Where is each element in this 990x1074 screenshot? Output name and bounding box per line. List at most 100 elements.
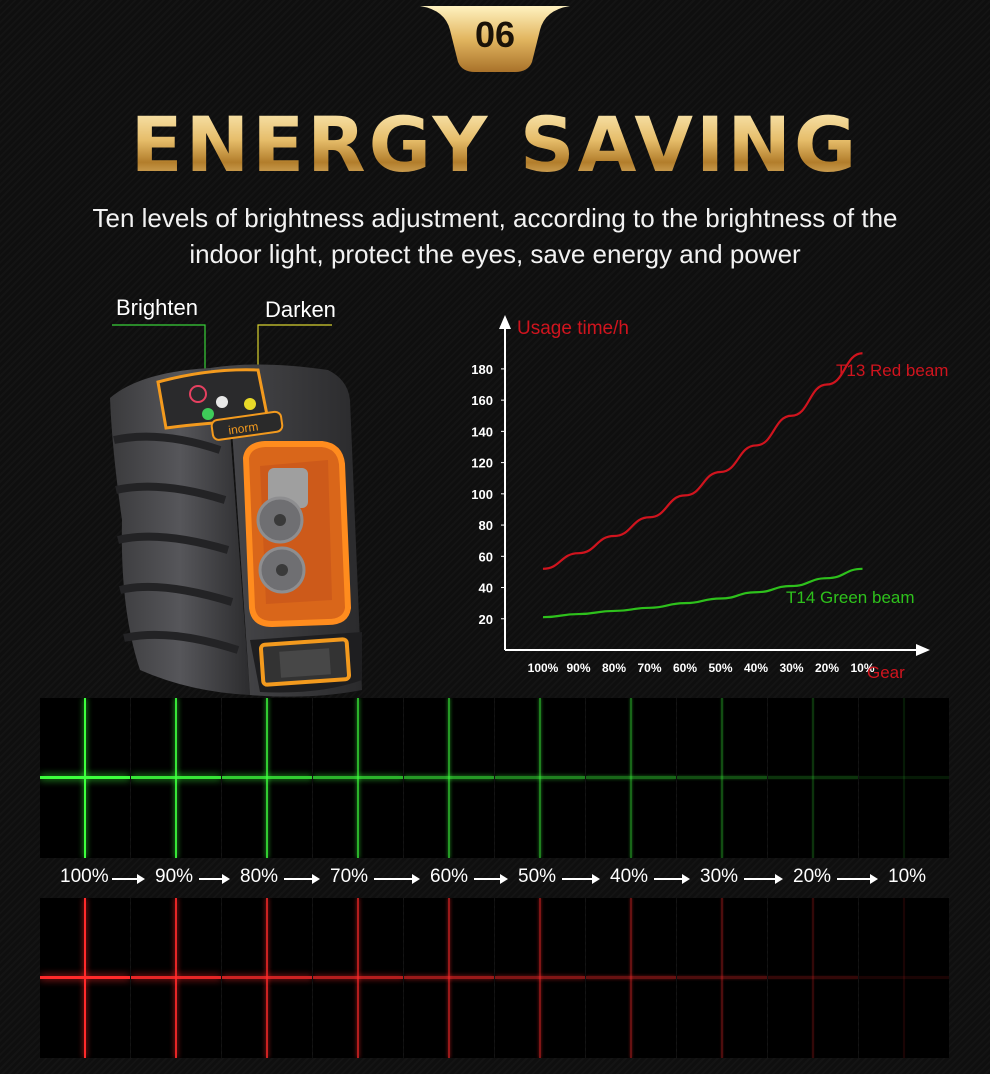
arrow-right-icon [284, 874, 320, 884]
green-beam-panel [677, 698, 767, 858]
x-tick-label: 20% [815, 661, 839, 675]
red-beam-horizontal-beam [131, 976, 221, 979]
brightness-level-label: 90% [155, 866, 194, 887]
series-label-red: T13 Red beam [836, 361, 948, 380]
x-tick-label: 50% [708, 661, 732, 675]
green-beam-panel [131, 698, 221, 858]
badge-shape [420, 6, 570, 72]
red-beam-panel [768, 898, 858, 1058]
y-tick-label: 180 [471, 362, 493, 377]
red-beam-horizontal-beam [222, 976, 312, 979]
series-label-green: T14 Green beam [786, 588, 915, 607]
red-beam-panel [222, 898, 312, 1058]
green-beam-horizontal-beam [859, 776, 949, 779]
red-beam-panel [404, 898, 494, 1058]
subtitle-line-2: indoor light, protect the eyes, save ene… [189, 239, 801, 269]
brightness-level-label: 50% [518, 866, 557, 887]
chart-y-ticks: 20 40 60 80 100 120 140 160 180 [471, 362, 505, 627]
y-tick-label: 120 [471, 456, 493, 471]
green-beam-panel [222, 698, 312, 858]
x-tick-label: 70% [637, 661, 661, 675]
arrow-right-icon [744, 874, 783, 884]
y-tick-label: 60 [479, 549, 493, 564]
y-tick-label: 40 [479, 581, 493, 596]
page-subtitle: Ten levels of brightness adjustment, acc… [40, 200, 950, 272]
green-beam-horizontal-beam [40, 776, 130, 779]
brightness-level-label: 10% [888, 866, 927, 887]
x-tick-label: 10% [850, 661, 874, 675]
chart-axes [499, 315, 930, 656]
brighten-label: Brighten [116, 295, 198, 320]
y-tick-label: 100 [471, 487, 493, 502]
green-beam-vertical-beam [721, 698, 723, 858]
arrow-right-icon [562, 874, 600, 884]
red-beam-horizontal-beam [586, 976, 676, 979]
arrow-right-icon [654, 874, 690, 884]
x-axis-label: Gear [867, 663, 905, 682]
x-tick-label: 60% [673, 661, 697, 675]
arrow-right-icon [199, 874, 230, 884]
y-tick-label: 140 [471, 424, 493, 439]
laser-level-device: inorm [110, 364, 362, 697]
x-tick-label: 30% [779, 661, 803, 675]
red-beam-panel [859, 898, 949, 1058]
green-beam-horizontal-beam [131, 776, 221, 779]
arrow-right-icon [112, 874, 145, 884]
subtitle-line-1: Ten levels of brightness adjustment, acc… [92, 203, 898, 233]
red-beam-panel [131, 898, 221, 1058]
page-title: ENERGY SAVING [0, 100, 990, 189]
red-beam-horizontal-beam [40, 976, 130, 979]
red-beam-horizontal-beam [313, 976, 403, 979]
y-tick-label: 160 [471, 393, 493, 408]
green-beam-panel [40, 698, 130, 858]
red-beam-vertical-beam [812, 898, 814, 1058]
green-beam-horizontal-beam [677, 776, 767, 779]
brightness-level-label: 40% [610, 866, 649, 887]
y-axis-label: Usage time/h [517, 318, 629, 339]
red-beam-horizontal-beam [495, 976, 585, 979]
series-line-green [542, 567, 863, 619]
red-beam-horizontal-beam [768, 976, 858, 979]
green-beam-panel [768, 698, 858, 858]
series-line-red [542, 352, 863, 570]
green-beam-horizontal-beam [313, 776, 403, 779]
darken-label: Darken [265, 297, 336, 322]
red-beam-panel [677, 898, 767, 1058]
brightness-level-label: 80% [240, 866, 279, 887]
section-badge: 06 [0, 0, 990, 80]
green-beam-horizontal-beam [222, 776, 312, 779]
chart-x-ticks: 100% 90% 80% 70% 60% 50% 40% 30% 20% 10% [528, 661, 875, 675]
red-beam-vertical-beam [903, 898, 905, 1058]
y-tick-label: 80 [479, 518, 493, 533]
device-brand: inorm [227, 419, 259, 437]
x-axis-arrow [916, 644, 930, 656]
x-tick-label: 100% [528, 661, 559, 675]
green-beam-vertical-beam [903, 698, 905, 858]
red-beam-vertical-beam [630, 898, 632, 1058]
y-tick-label: 20 [479, 612, 493, 627]
red-beam-horizontal-beam [677, 976, 767, 979]
x-tick-label: 40% [744, 661, 768, 675]
brightness-level-label: 100% [60, 866, 109, 887]
brightness-level-label: 30% [700, 866, 739, 887]
red-beam-panel [313, 898, 403, 1058]
brightness-level-label: 60% [430, 866, 469, 887]
green-beam-panel [313, 698, 403, 858]
red-beam-panel [495, 898, 585, 1058]
usage-time-chart: 20 40 60 80 100 120 140 160 180 100% 90% 80% 70% 60%… [471, 315, 948, 682]
x-tick-label: 80% [602, 661, 626, 675]
arrow-right-icon [837, 874, 878, 884]
green-beam-horizontal-beam [495, 776, 585, 779]
red-beam-horizontal-beam [859, 976, 949, 979]
red-beam-panel [40, 898, 130, 1058]
x-tick-label: 90% [566, 661, 590, 675]
green-beam-vertical-beam [812, 698, 814, 858]
chart-series [542, 352, 863, 619]
brightness-level-label: 70% [330, 866, 369, 887]
green-beam-horizontal-beam [586, 776, 676, 779]
red-beam-vertical-beam [721, 898, 723, 1058]
arrow-right-icon [474, 874, 508, 884]
green-beam-vertical-beam [630, 698, 632, 858]
arrow-right-icon [374, 874, 420, 884]
section-number: 06 [474, 14, 516, 55]
